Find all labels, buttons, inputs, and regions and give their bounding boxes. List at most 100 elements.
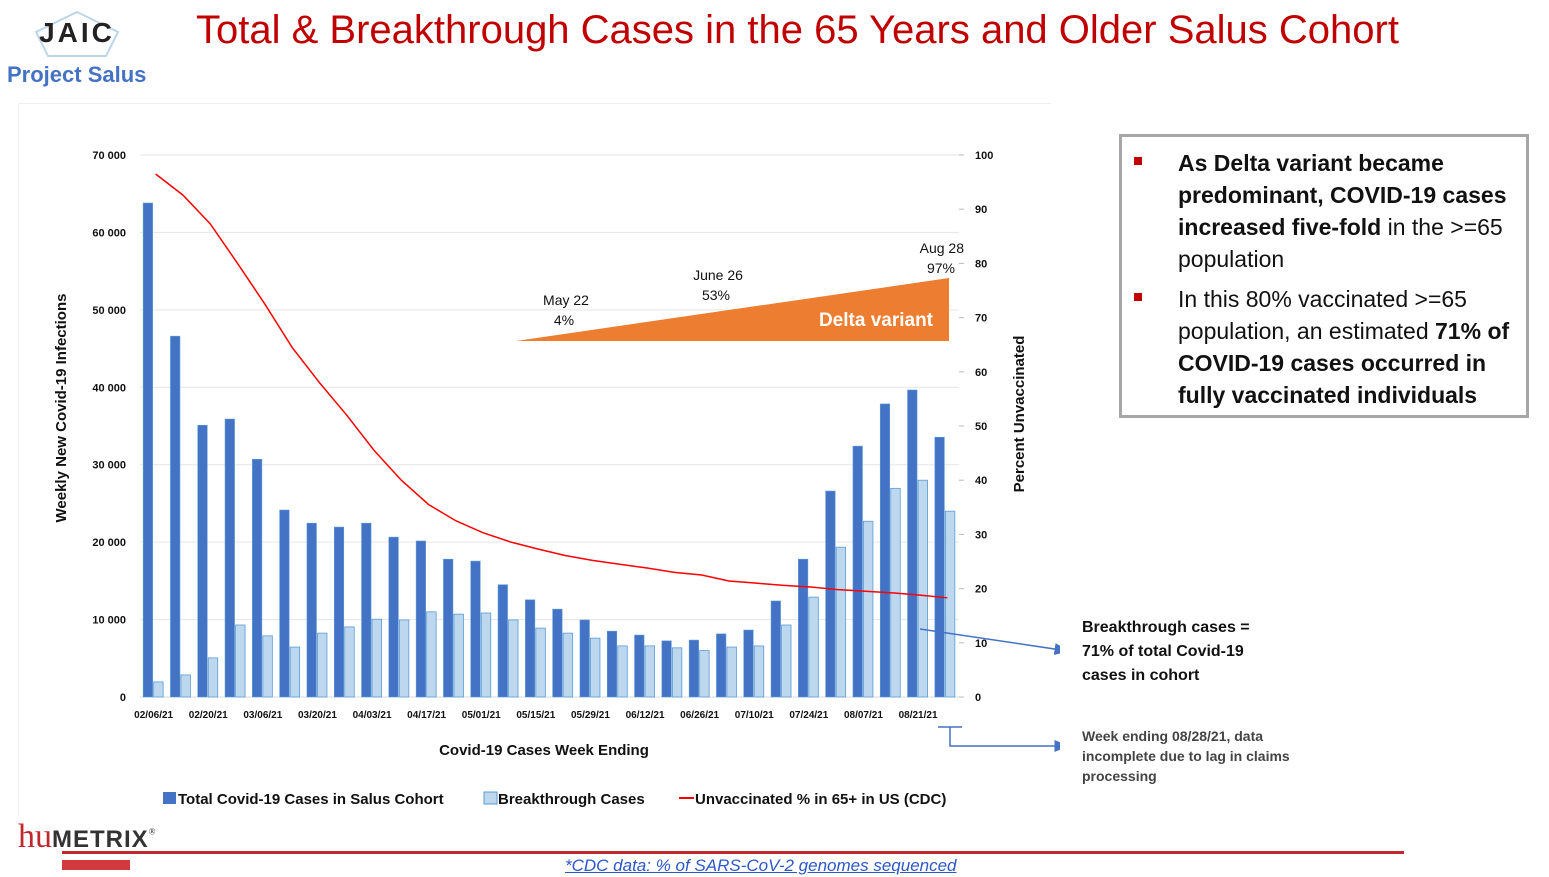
x-tick-label: 05/15/21 xyxy=(516,710,555,721)
legend-label-total: Total Covid-19 Cases in Salus Cohort xyxy=(178,791,444,808)
y2-tick-label: 50 xyxy=(975,421,987,433)
x-tick-label: 07/10/21 xyxy=(735,710,774,721)
x-tick-label: 06/12/21 xyxy=(626,710,665,721)
bar-breakthrough xyxy=(453,613,464,698)
bar-total xyxy=(252,458,263,698)
bar-total xyxy=(361,522,372,698)
bar-breakthrough xyxy=(344,626,355,698)
bar-breakthrough xyxy=(180,674,191,698)
bar-total xyxy=(798,558,809,698)
footer-accent-block xyxy=(62,860,130,870)
bar-breakthrough xyxy=(617,645,628,698)
bar-breakthrough xyxy=(535,627,546,698)
finding-item: As Delta variant became predominant, COV… xyxy=(1122,147,1526,275)
y2-tick-label: 20 xyxy=(975,584,987,596)
bar-total xyxy=(688,639,699,698)
bar-total xyxy=(634,634,645,698)
legend-swatch-total xyxy=(163,792,176,804)
bar-total xyxy=(770,600,781,698)
bar-breakthrough xyxy=(235,624,246,698)
cdc-footnote-link[interactable]: *CDC data: % of SARS-CoV-2 genomes seque… xyxy=(565,856,957,875)
x-tick-label: 07/24/21 xyxy=(789,710,828,721)
bar-total xyxy=(333,526,345,698)
chart: 0 10 000 20 000 30 000 40 000 50 000 60 000 70 … xyxy=(53,150,1060,808)
svg-text:JAIC: JAIC xyxy=(39,17,115,48)
bar-total xyxy=(825,490,836,698)
bar-total xyxy=(388,536,399,698)
bar-breakthrough xyxy=(480,612,492,698)
delta-point-date: May 22 xyxy=(543,292,589,308)
y2-tick-label: 90 xyxy=(975,204,987,216)
x-tick-label: 02/06/21 xyxy=(134,710,173,721)
y-tick-label: 70 000 xyxy=(92,150,126,162)
key-findings-box: As Delta variant became predominant, COV… xyxy=(1119,134,1529,418)
breakthrough-arrow xyxy=(919,628,1060,655)
y-tick-label: 0 xyxy=(120,692,126,704)
y2-tick-label: 0 xyxy=(975,692,981,704)
delta-point-date: June 26 xyxy=(693,267,743,283)
bar-breakthrough xyxy=(699,650,710,698)
bar-total xyxy=(197,424,208,698)
y2-tick-label: 40 xyxy=(975,475,987,487)
bar-total xyxy=(142,202,153,698)
bar-breakthrough xyxy=(671,647,683,698)
x-tick-label: 02/20/21 xyxy=(189,710,228,721)
bar-total xyxy=(852,445,863,698)
x-tick-label: 05/01/21 xyxy=(462,710,501,721)
bar-breakthrough xyxy=(508,619,519,698)
line-unvaccinated xyxy=(155,173,948,599)
bar-breakthrough xyxy=(262,635,273,698)
bar-total xyxy=(443,558,454,698)
bar-breakthrough xyxy=(562,632,574,698)
x-tick-label: 03/20/21 xyxy=(298,710,337,721)
bar-total xyxy=(907,389,918,698)
y-tick-label: 50 000 xyxy=(92,305,126,317)
x-axis-title: Covid-19 Cases Week Ending xyxy=(439,742,649,759)
x-tick-label: 06/26/21 xyxy=(680,710,719,721)
bullet-icon xyxy=(1134,157,1142,165)
bar-breakthrough xyxy=(426,611,437,698)
bar-total xyxy=(525,599,536,698)
y-tick-label: 20 000 xyxy=(92,537,126,549)
y2-tick-label: 70 xyxy=(975,313,987,325)
y2-tick-label: 30 xyxy=(975,529,987,541)
humetrix-logo: huMETRIX® xyxy=(18,818,156,855)
y-tick-label: 40 000 xyxy=(92,382,126,394)
bar-breakthrough xyxy=(371,618,382,698)
bar-total xyxy=(552,608,563,698)
bar-total xyxy=(579,619,590,698)
bar-breakthrough xyxy=(808,596,819,698)
breakthrough-annotation: Breakthrough cases = 71% of total Covid-… xyxy=(1082,619,1250,684)
bar-breakthrough xyxy=(917,479,928,698)
y-tick-label: 10 000 xyxy=(92,615,126,627)
incomplete-bracket-arrow xyxy=(938,726,1060,752)
x-tick-label: 08/07/21 xyxy=(844,710,883,721)
jaic-logo: JAIC xyxy=(34,10,120,57)
y2-tick-label: 100 xyxy=(975,150,993,162)
delta-point-pct: 97% xyxy=(927,260,955,276)
bar-total xyxy=(934,436,945,698)
incomplete-data-annotation: Week ending 08/28/21, data incomplete du… xyxy=(1082,728,1290,784)
bar-total xyxy=(170,335,181,698)
bar-total xyxy=(743,629,754,698)
bar-breakthrough xyxy=(726,646,737,698)
x-tick-label: 04/17/21 xyxy=(407,710,446,721)
project-name: Project Salus xyxy=(7,62,147,87)
bar-breakthrough xyxy=(207,657,219,698)
bar-breakthrough xyxy=(863,520,874,698)
x-tick-label: 08/21/21 xyxy=(899,710,938,721)
y2-tick-label: 10 xyxy=(975,638,987,650)
bar-breakthrough xyxy=(317,632,328,698)
bullet-icon xyxy=(1134,293,1142,301)
bar-total xyxy=(415,540,426,698)
legend-label-breakthrough: Breakthrough Cases xyxy=(498,791,645,808)
bar-breakthrough xyxy=(835,546,847,698)
bar-breakthrough xyxy=(753,645,765,698)
legend-swatch-breakthrough xyxy=(483,791,498,805)
y-tick-label: 30 000 xyxy=(92,460,126,472)
bar-breakthrough xyxy=(590,637,601,698)
bar-total xyxy=(661,640,672,698)
x-tick-label: 05/29/21 xyxy=(571,710,610,721)
x-tick-label: 03/06/21 xyxy=(243,710,282,721)
bar-breakthrough xyxy=(398,619,410,698)
